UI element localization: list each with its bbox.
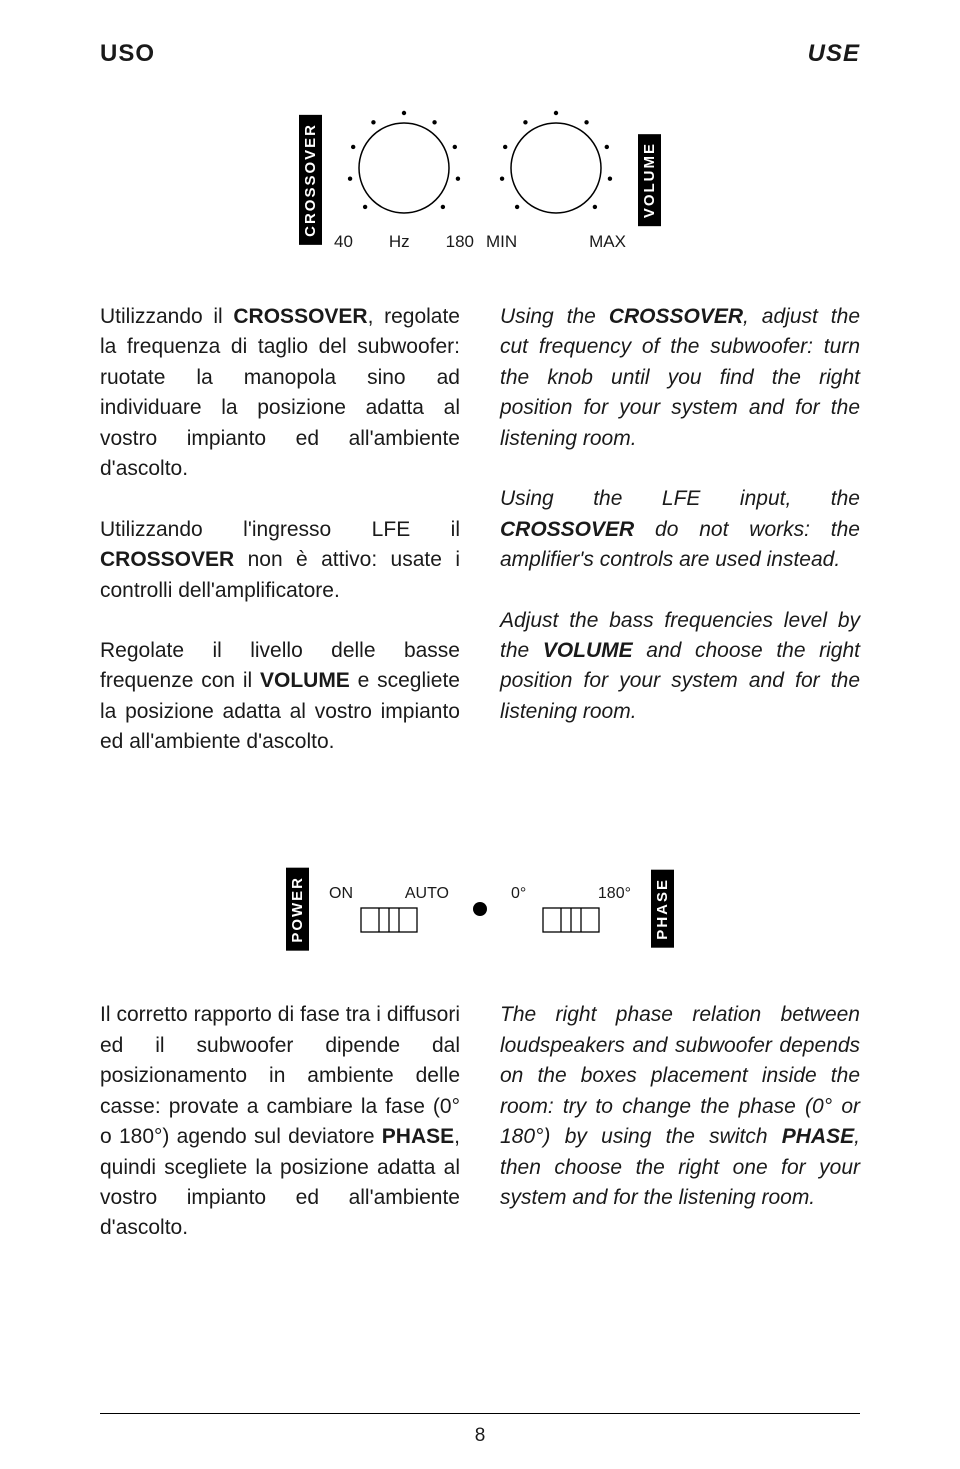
bold: PHASE (382, 1125, 454, 1148)
switch-icon (542, 907, 600, 933)
t: Utilizzando il (100, 305, 233, 328)
sw2-right: 180° (598, 885, 631, 903)
switch-diagram: POWER ON AUTO 0° 180° (100, 868, 860, 951)
knob-diagram: CROSSOVER 40 Hz 180 MIN MAX VOLUME (100, 108, 860, 252)
sw1-left: ON (329, 885, 353, 903)
header-row: USO USE (100, 0, 860, 108)
header-left: USO (100, 40, 155, 68)
it-p3: Regolate il livello delle basse frequenz… (100, 636, 460, 758)
knob2-right: MAX (589, 232, 626, 252)
footer-rule (100, 1413, 860, 1414)
knob1-left: 40 (334, 232, 353, 252)
knob1-center: Hz (389, 232, 410, 252)
knob2-left: MIN (486, 232, 517, 252)
knob2-labels: MIN MAX (486, 232, 626, 252)
knob-icon (486, 108, 626, 228)
bold: CROSSOVER (100, 548, 234, 571)
english-col-1: Using the CROSSOVER, adjust the cut freq… (500, 302, 860, 788)
header-right: USE (808, 40, 860, 68)
italian-col-2: Il corretto rapporto di fase tra i diffu… (100, 1000, 460, 1274)
it-p1: Utilizzando il CROSSOVER, regolate la fr… (100, 302, 460, 485)
knob-icon (334, 108, 474, 228)
t: , regolate la frequenza di taglio del su… (100, 305, 460, 480)
en-p1: Using the CROSSOVER, adjust the cut freq… (500, 302, 860, 454)
sw2-left: 0° (511, 885, 526, 903)
crossover-label: CROSSOVER (299, 115, 322, 245)
text-section-1: Utilizzando il CROSSOVER, regolate la fr… (100, 302, 860, 788)
knob1-labels: 40 Hz 180 (334, 232, 474, 252)
en-p3: Adjust the bass frequencies level by the… (500, 606, 860, 728)
sw1-right: AUTO (405, 885, 449, 903)
knob1-right: 180 (446, 232, 474, 252)
t: Using the LFE input, the (500, 487, 860, 510)
bold: CROSSOVER (500, 518, 634, 541)
switch-icon (360, 907, 418, 933)
power-switch: ON AUTO (329, 885, 449, 933)
it-p2: Utilizzando l'ingresso LFE il CROSSOVER … (100, 515, 460, 606)
sw2-labels: 0° 180° (511, 885, 631, 903)
volume-label: VOLUME (638, 134, 661, 226)
t: Using the (500, 305, 609, 328)
bold: CROSSOVER (609, 305, 743, 328)
sw1-labels: ON AUTO (329, 885, 449, 903)
bold: VOLUME (543, 639, 633, 662)
bold: CROSSOVER (233, 305, 367, 328)
phase-label: PHASE (651, 870, 674, 948)
power-label: POWER (286, 868, 309, 951)
italian-col-1: Utilizzando il CROSSOVER, regolate la fr… (100, 302, 460, 788)
phase-switch: 0° 180° (511, 885, 631, 933)
t: Utilizzando l'ingresso LFE il (100, 518, 460, 541)
text-section-2: Il corretto rapporto di fase tra i diffu… (100, 1000, 860, 1274)
volume-knob: MIN MAX (486, 108, 626, 252)
english-col-2: The right phase relation between loudspe… (500, 1000, 860, 1274)
page-number: 8 (0, 1425, 960, 1447)
en-p2: Using the LFE input, the CROSSOVER do no… (500, 484, 860, 575)
en-p4: The right phase relation between loudspe… (500, 1000, 860, 1213)
bold: PHASE (782, 1125, 854, 1148)
led-icon (469, 898, 491, 920)
it-p4: Il corretto rapporto di fase tra i diffu… (100, 1000, 460, 1244)
bold: VOLUME (260, 669, 350, 692)
crossover-knob: 40 Hz 180 (334, 108, 474, 252)
